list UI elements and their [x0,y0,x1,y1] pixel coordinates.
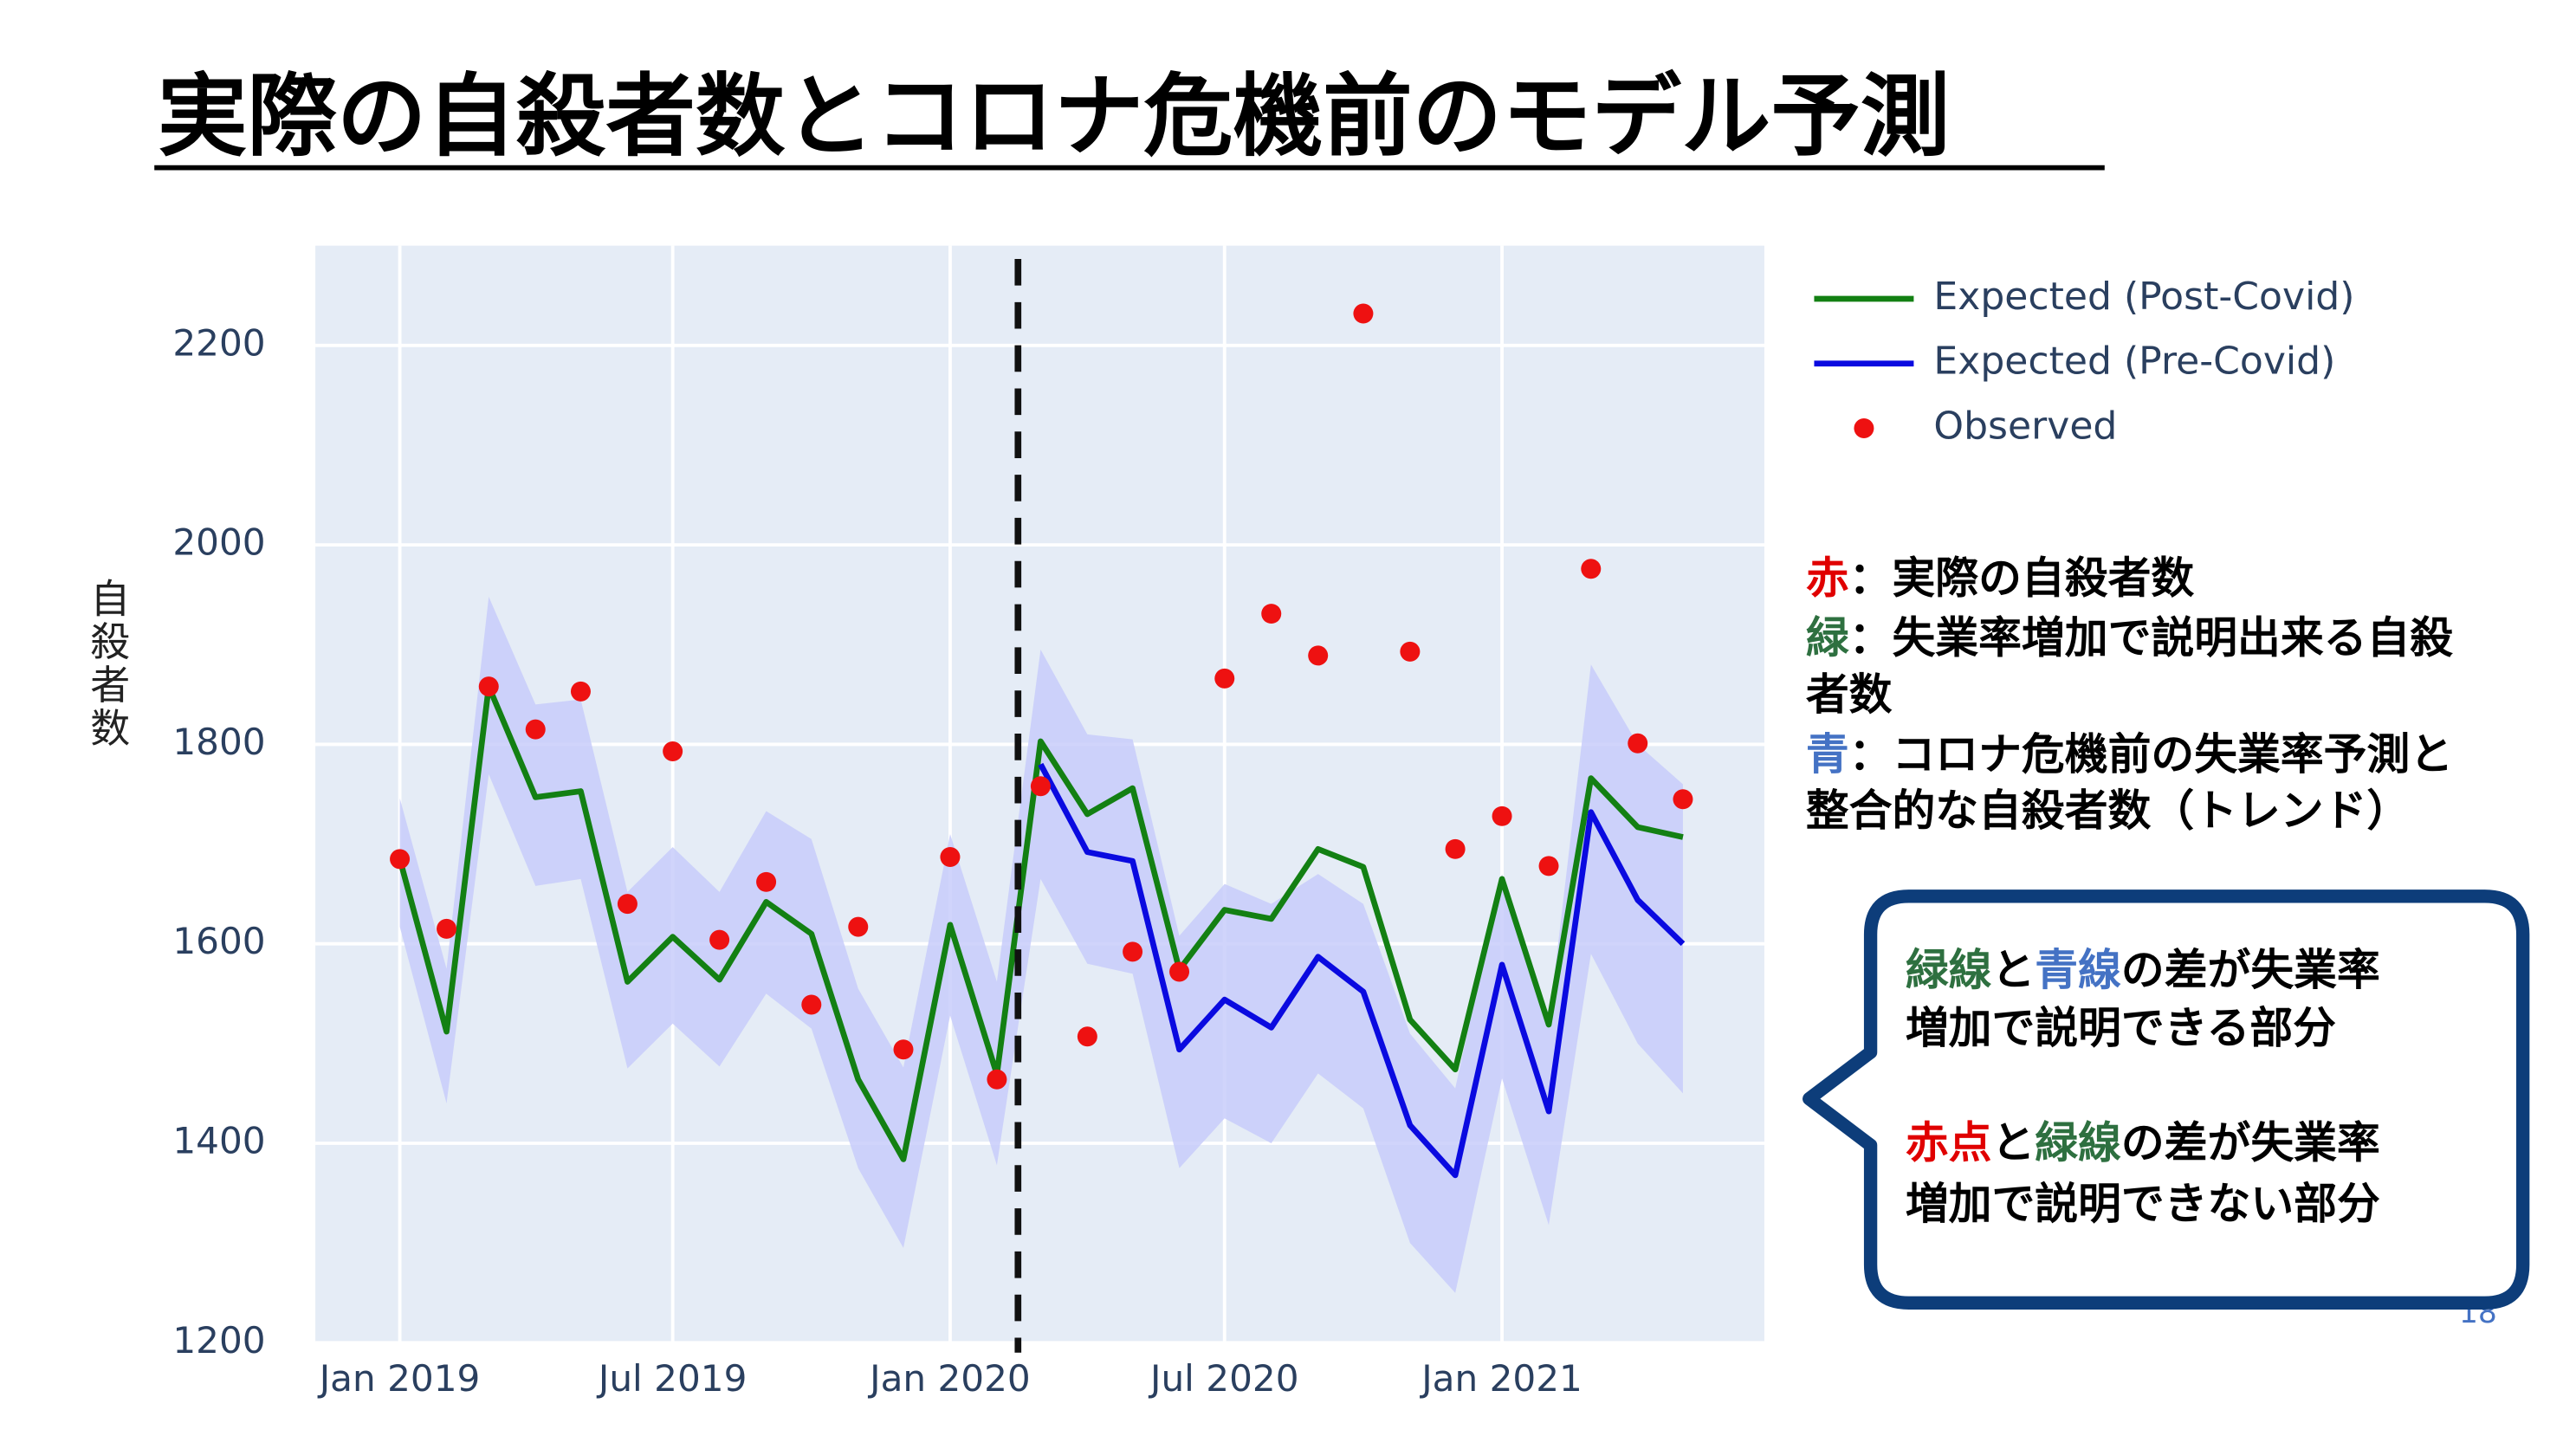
observed-point [1030,776,1051,797]
observed-point [1492,805,1512,826]
notes-segment: 青 [1806,728,1849,779]
y-tick-label: 2200 [172,321,265,364]
callout-segment: 青線 [2035,944,2121,994]
observed-point [756,871,777,892]
observed-point [617,894,638,915]
series-line [397,683,1684,1162]
callout-line: 増加で説明できる部分 [1906,1003,2336,1053]
observed-point [1261,604,1282,624]
observed-point [1400,641,1421,662]
x-tick-label: Jul 2019 [596,1357,748,1400]
x-tick-label: Jan 2019 [317,1357,481,1400]
notes-line: 緑：失業率増加で説明出来る自殺 [1806,612,2453,663]
callout-segment: と [1991,944,2035,994]
observed-point [570,681,591,702]
observed-point [848,916,869,937]
notes-segment: ：失業率増加で説明出来る自殺 [1849,612,2454,663]
callout-line: 緑線と青線の差が失業率 [1906,944,2380,994]
callout-segment: の差が失業率 [2121,944,2380,994]
callout-line: 赤点と緑線の差が失業率 [1906,1117,2380,1168]
y-tick-label: 1800 [172,721,265,763]
notes-segment: 整合的な自殺者数（トレンド） [1806,786,2410,836]
confidence-band [399,596,1683,1293]
observed-point [1445,838,1466,859]
y-axis-label: 自殺者数 [84,578,131,750]
notes-line: 赤：実際の自殺者数 [1806,553,2195,603]
callout-segment: 赤点 [1906,1117,1992,1168]
observed-point [663,741,683,761]
observed-point [987,1069,1007,1090]
observed-point [1628,733,1648,754]
observed-point [1169,961,1190,982]
notes-segment: ：コロナ危機前の失業率予測と [1849,728,2453,779]
observed-point [390,849,411,870]
legend-label: Observed [1933,404,2117,448]
observed-point [1538,856,1559,877]
observed-point [709,929,730,950]
notes-line: 者数 [1806,669,1893,719]
y-tick-label: 2000 [172,521,265,564]
notes-segment: 赤 [1806,553,1849,603]
observed-point [1353,303,1374,324]
observed-point [940,847,961,868]
callout-segment: 緑線 [2035,1117,2121,1168]
legend-swatch [1854,417,1874,438]
callout-segment: の差が失業率 [2121,1117,2380,1168]
notes-segment: ：実際の自殺者数 [1849,553,2195,603]
observed-point [1123,941,1143,962]
y-tick-label: 1600 [172,920,265,962]
observed-point [1308,645,1329,666]
observed-point [437,918,457,939]
observed-point [1673,789,1693,810]
y-tick-label: 1400 [172,1120,265,1162]
legend-label: Expected (Pre-Covid) [1933,340,2335,384]
notes-segment: 緑 [1806,612,1849,663]
callout-segment: 増加で説明できる部分 [1906,1003,2336,1053]
callout-segment: 緑線 [1906,944,1992,994]
callout-box [1803,889,2530,1310]
observed-point [801,994,822,1015]
callout-line: 増加で説明できない部分 [1906,1179,2380,1229]
notes-line: 整合的な自殺者数（トレンド） [1806,786,2410,836]
y-tick-label: 1200 [172,1319,265,1362]
notes-segment: 者数 [1806,669,1893,719]
slide-title: 実際の自殺者数とコロナ危機前のモデル予測 [158,65,1950,169]
observed-point [893,1039,914,1060]
observed-point [1581,559,1602,579]
observed-point [525,719,546,740]
legend-label: Expected (Post-Covid) [1933,275,2354,319]
x-tick-label: Jul 2020 [1148,1357,1299,1400]
callout-segment: 増加で説明できない部分 [1906,1179,2380,1229]
x-tick-label: Jan 2021 [1419,1357,1582,1400]
x-tick-label: Jan 2020 [867,1357,1031,1400]
observed-point [478,676,499,697]
series-line [1038,762,1686,1179]
callout-segment: と [1991,1117,2035,1168]
notes-line: 青：コロナ危機前の失業率予測と [1806,728,2453,779]
observed-point [1214,668,1235,689]
observed-point [1077,1026,1097,1047]
